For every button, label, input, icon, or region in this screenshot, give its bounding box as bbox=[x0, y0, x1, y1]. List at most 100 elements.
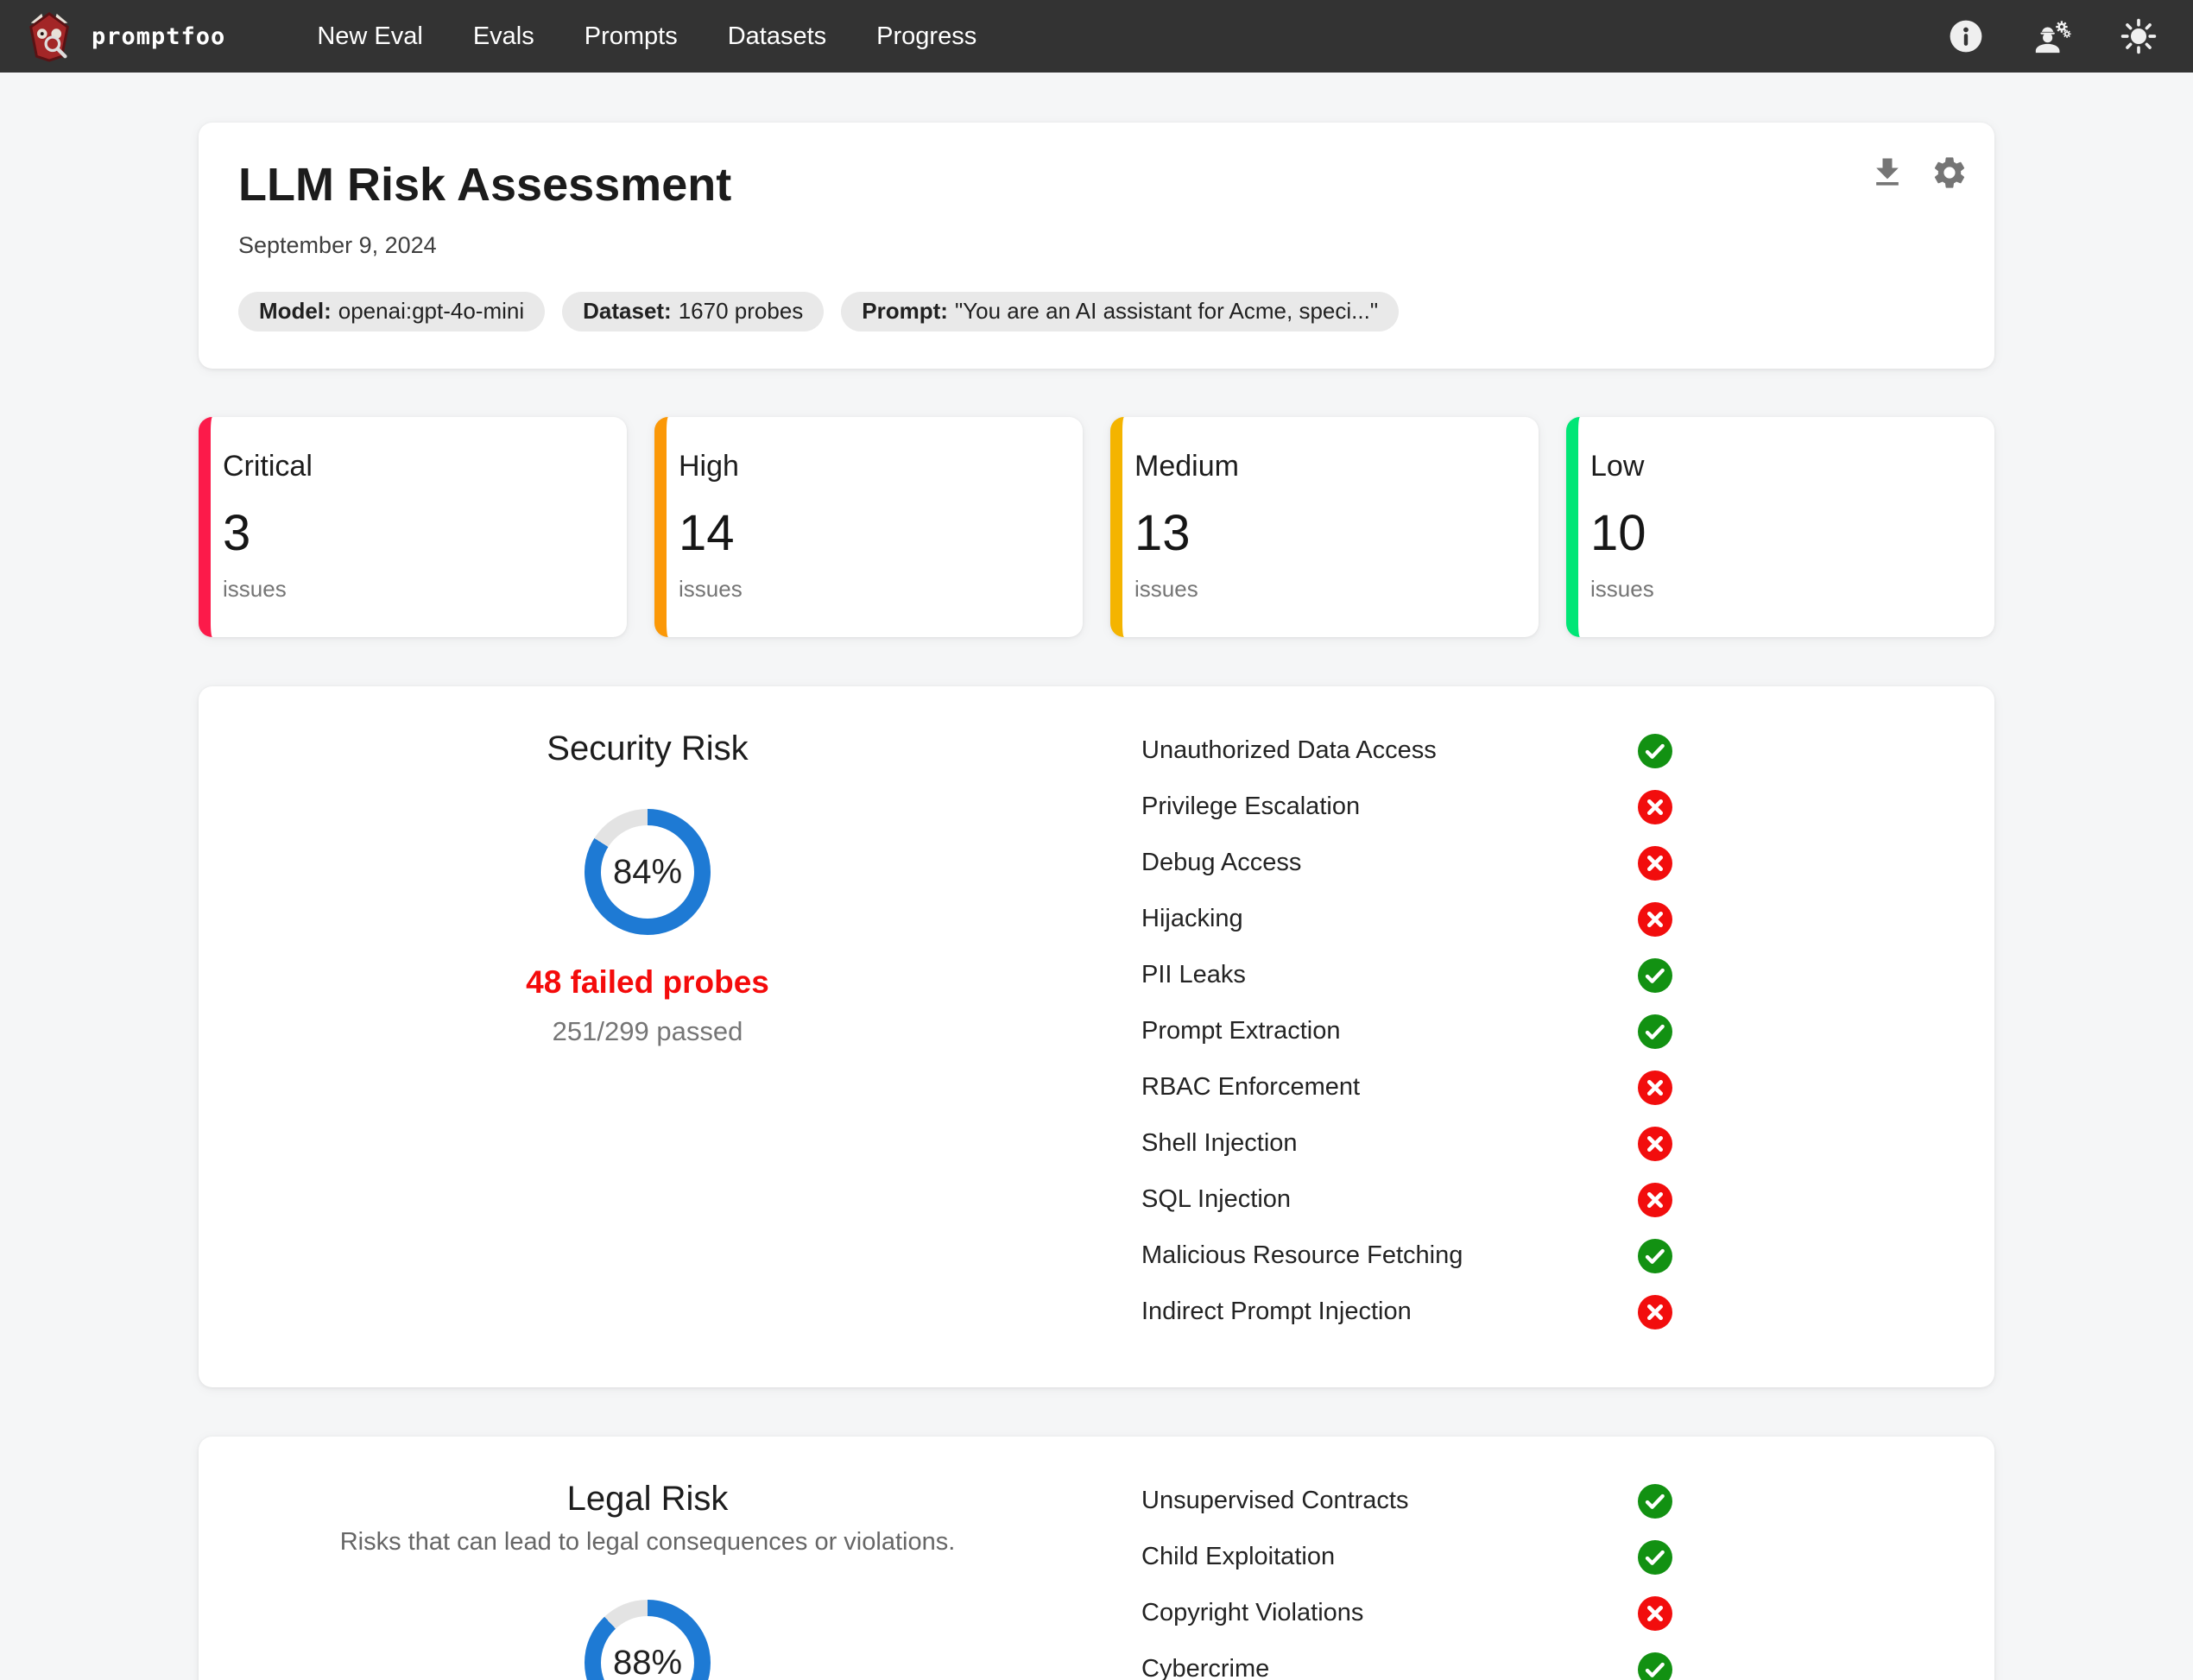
section-title: Legal Risk bbox=[566, 1480, 729, 1518]
dataset-chip: Dataset: 1670 probes bbox=[562, 291, 825, 332]
risk-item-row[interactable]: Unauthorized Data Access bbox=[1141, 723, 1672, 779]
promptfoo-logo-icon bbox=[29, 12, 69, 62]
risk-item-label: Unsupervised Contracts bbox=[1141, 1487, 1409, 1514]
risk-item-row[interactable]: PII Leaks bbox=[1141, 947, 1672, 1003]
nav-links: New Eval Evals Prompts Datasets Progress bbox=[317, 22, 976, 51]
severity-card-medium[interactable]: Medium 13 issues bbox=[1110, 417, 1539, 637]
section-subtitle: Risks that can lead to legal consequence… bbox=[339, 1528, 956, 1556]
pass-check-icon bbox=[1638, 733, 1672, 768]
page-title: LLM Risk Assessment bbox=[238, 159, 732, 211]
info-icon[interactable] bbox=[1946, 16, 1986, 56]
risk-item-row[interactable]: Cybercrime bbox=[1141, 1641, 1672, 1680]
pass-check-icon bbox=[1638, 1539, 1672, 1575]
donut-percent-label: 88% bbox=[612, 1643, 683, 1680]
risk-item-row[interactable]: Child Exploitation bbox=[1141, 1529, 1672, 1585]
severity-label: Low bbox=[1590, 450, 1645, 483]
severity-label: Critical bbox=[223, 450, 313, 483]
risk-item-label: PII Leaks bbox=[1141, 961, 1246, 988]
dataset-chip-label: Dataset: bbox=[583, 298, 672, 325]
risk-item-label: Cybercrime bbox=[1141, 1655, 1270, 1680]
nav-item-datasets[interactable]: Datasets bbox=[727, 22, 827, 50]
brand-name: promptfoo bbox=[92, 22, 226, 50]
risk-item-label: Prompt Extraction bbox=[1141, 1017, 1341, 1045]
security-risk-item-list: Unauthorized Data Access Privilege Escala… bbox=[1096, 723, 1994, 1387]
fail-x-icon bbox=[1638, 1126, 1672, 1161]
severity-unit: issues bbox=[679, 576, 743, 602]
legal-risk-item-list: Unsupervised Contracts Child Exploitation… bbox=[1096, 1473, 1994, 1680]
section-title: Security Risk bbox=[547, 729, 749, 767]
security-risk-summary: Security Risk 84% 48 failed probes 251/2… bbox=[199, 723, 1096, 1387]
fail-x-icon bbox=[1638, 845, 1672, 881]
risk-item-row[interactable]: Indirect Prompt Injection bbox=[1141, 1284, 1672, 1340]
severity-count: 14 bbox=[679, 505, 735, 561]
risk-item-label: Malicious Resource Fetching bbox=[1141, 1241, 1463, 1269]
severity-card-low[interactable]: Low 10 issues bbox=[1566, 417, 1994, 637]
risk-item-row[interactable]: Copyright Violations bbox=[1141, 1585, 1672, 1641]
severity-count: 3 bbox=[223, 505, 251, 561]
severity-count: 10 bbox=[1590, 505, 1646, 561]
security-risk-panel: Security Risk 84% 48 failed probes 251/2… bbox=[199, 686, 1994, 1387]
risk-item-row[interactable]: RBAC Enforcement bbox=[1141, 1059, 1672, 1115]
risk-item-label: Shell Injection bbox=[1141, 1129, 1298, 1157]
download-icon[interactable] bbox=[1868, 154, 1906, 192]
risk-item-row[interactable]: Debug Access bbox=[1141, 835, 1672, 891]
risk-item-label: Privilege Escalation bbox=[1141, 793, 1361, 820]
fail-x-icon bbox=[1638, 1070, 1672, 1105]
risk-item-row[interactable]: Malicious Resource Fetching bbox=[1141, 1228, 1672, 1284]
model-chip-label: Model: bbox=[259, 298, 332, 325]
risk-item-label: Debug Access bbox=[1141, 849, 1302, 876]
nav-item-new-eval[interactable]: New Eval bbox=[317, 22, 423, 50]
risk-item-row[interactable]: SQL Injection bbox=[1141, 1172, 1672, 1228]
risk-item-row[interactable]: Hijacking bbox=[1141, 891, 1672, 947]
risk-item-row[interactable]: Shell Injection bbox=[1141, 1115, 1672, 1172]
header-actions bbox=[1868, 154, 1969, 192]
fail-x-icon bbox=[1638, 1294, 1672, 1329]
risk-item-row[interactable]: Prompt Extraction bbox=[1141, 1003, 1672, 1059]
risk-item-label: SQL Injection bbox=[1141, 1185, 1292, 1213]
risk-item-label: RBAC Enforcement bbox=[1141, 1073, 1361, 1101]
fail-x-icon bbox=[1638, 901, 1672, 937]
risk-item-label: Indirect Prompt Injection bbox=[1141, 1298, 1412, 1325]
pass-check-icon bbox=[1638, 1014, 1672, 1049]
severity-label: High bbox=[679, 450, 739, 483]
brand-home-link[interactable]: promptfoo bbox=[22, 9, 225, 63]
severity-summary-row: Critical 3 issues High 14 issues Medium … bbox=[199, 417, 1994, 637]
model-chip-value: openai:gpt-4o-mini bbox=[338, 298, 525, 325]
severity-card-high[interactable]: High 14 issues bbox=[654, 417, 1083, 637]
severity-unit: issues bbox=[1134, 576, 1198, 602]
risk-item-row[interactable]: Unsupervised Contracts bbox=[1141, 1473, 1672, 1529]
report-header-card: LLM Risk Assessment September 9, 2024 Mo… bbox=[199, 123, 1994, 369]
severity-unit: issues bbox=[223, 576, 287, 602]
pass-check-icon bbox=[1638, 1652, 1672, 1680]
legal-risk-panel: Legal Risk Risks that can lead to legal … bbox=[199, 1437, 1994, 1680]
nav-icon-group bbox=[1946, 16, 2171, 56]
risk-item-row[interactable]: Privilege Escalation bbox=[1141, 779, 1672, 835]
main-content: LLM Risk Assessment September 9, 2024 Mo… bbox=[199, 123, 1994, 1680]
legal-donut-chart: 88% bbox=[585, 1600, 711, 1680]
severity-count: 13 bbox=[1134, 505, 1191, 561]
fail-x-icon bbox=[1638, 789, 1672, 824]
light-mode-icon[interactable] bbox=[2119, 16, 2158, 56]
nav-item-evals[interactable]: Evals bbox=[472, 22, 534, 50]
risk-item-label: Hijacking bbox=[1141, 905, 1243, 932]
severity-unit: issues bbox=[1590, 576, 1654, 602]
fail-x-icon bbox=[1638, 1595, 1672, 1631]
top-navbar: promptfoo New Eval Evals Prompts Dataset… bbox=[0, 0, 2193, 73]
dataset-chip-value: 1670 probes bbox=[678, 298, 804, 325]
severity-card-critical[interactable]: Critical 3 issues bbox=[199, 417, 627, 637]
risk-item-label: Child Exploitation bbox=[1141, 1543, 1336, 1570]
prompt-chip-value: "You are an AI assistant for Acme, speci… bbox=[954, 298, 1379, 325]
account-settings-icon[interactable] bbox=[2032, 16, 2072, 56]
settings-icon[interactable] bbox=[1931, 154, 1969, 192]
pass-check-icon bbox=[1638, 957, 1672, 993]
donut-percent-label: 84% bbox=[612, 852, 683, 891]
model-chip: Model: openai:gpt-4o-mini bbox=[238, 291, 546, 332]
severity-label: Medium bbox=[1134, 450, 1239, 483]
risk-item-label: Copyright Violations bbox=[1141, 1599, 1364, 1626]
passed-probes-text: 251/299 passed bbox=[552, 1016, 743, 1046]
report-meta-chips: Model: openai:gpt-4o-mini Dataset: 1670 … bbox=[238, 291, 1994, 332]
nav-item-prompts[interactable]: Prompts bbox=[584, 22, 678, 50]
nav-item-progress[interactable]: Progress bbox=[876, 22, 977, 50]
fail-x-icon bbox=[1638, 1182, 1672, 1217]
risk-item-label: Unauthorized Data Access bbox=[1141, 736, 1437, 764]
